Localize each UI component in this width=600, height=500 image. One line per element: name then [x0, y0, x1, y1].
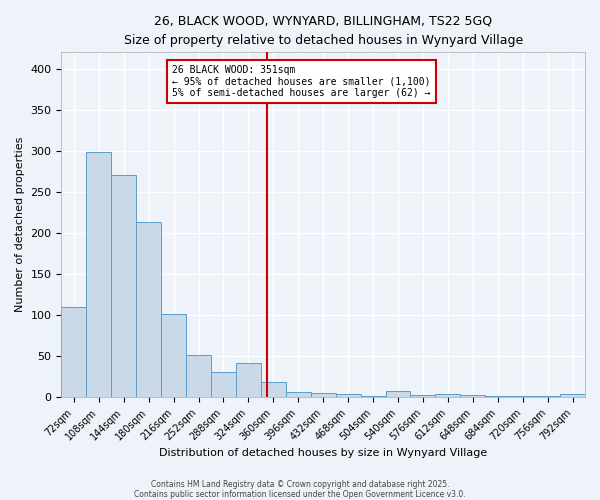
Text: 26 BLACK WOOD: 351sqm
← 95% of detached houses are smaller (1,100)
5% of semi-de: 26 BLACK WOOD: 351sqm ← 95% of detached …	[172, 64, 431, 98]
Bar	[510, 396, 535, 397]
Text: Contains HM Land Registry data © Crown copyright and database right 2025.
Contai: Contains HM Land Registry data © Crown c…	[134, 480, 466, 499]
Bar	[136, 222, 161, 397]
Bar	[460, 395, 485, 397]
Bar	[236, 362, 261, 397]
Bar	[560, 394, 585, 397]
Bar	[211, 372, 236, 397]
Bar	[335, 394, 361, 397]
Bar	[161, 314, 186, 397]
Bar	[535, 396, 560, 397]
Bar	[361, 396, 386, 397]
Bar	[61, 307, 86, 397]
Bar	[410, 395, 436, 397]
Y-axis label: Number of detached properties: Number of detached properties	[15, 137, 25, 312]
Bar	[485, 396, 510, 397]
X-axis label: Distribution of detached houses by size in Wynyard Village: Distribution of detached houses by size …	[159, 448, 487, 458]
Bar	[436, 394, 460, 397]
Title: 26, BLACK WOOD, WYNYARD, BILLINGHAM, TS22 5GQ
Size of property relative to detac: 26, BLACK WOOD, WYNYARD, BILLINGHAM, TS2…	[124, 15, 523, 47]
Bar	[386, 392, 410, 397]
Bar	[111, 174, 136, 397]
Bar	[311, 393, 335, 397]
Bar	[261, 382, 286, 397]
Bar	[186, 356, 211, 397]
Bar	[86, 152, 111, 397]
Bar	[286, 392, 311, 397]
